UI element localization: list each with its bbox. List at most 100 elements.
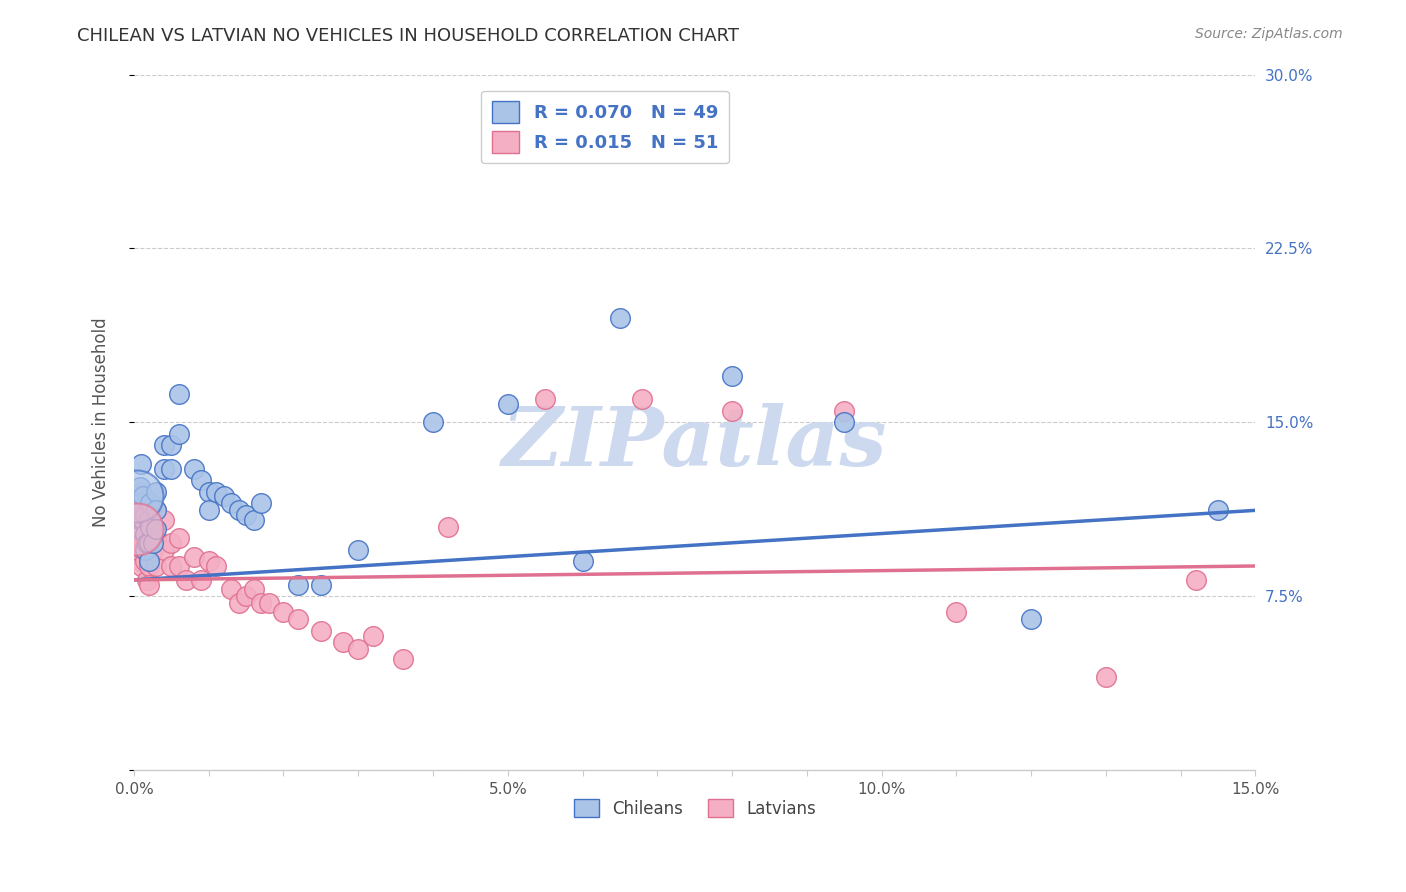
Point — [721, 368, 744, 383]
Point — [139, 519, 162, 533]
Point — [160, 461, 183, 475]
Point — [138, 554, 160, 568]
Point — [1184, 573, 1206, 587]
Point — [160, 559, 183, 574]
Point — [945, 605, 967, 619]
Point — [197, 484, 219, 499]
Point — [138, 536, 160, 550]
Point — [131, 536, 153, 550]
Point — [609, 310, 631, 325]
Legend: Chileans, Latvians: Chileans, Latvians — [567, 793, 823, 824]
Point — [129, 554, 152, 568]
Y-axis label: No Vehicles in Household: No Vehicles in Household — [93, 318, 110, 527]
Point — [129, 522, 152, 536]
Point — [235, 589, 257, 603]
Point — [631, 392, 654, 406]
Point — [212, 490, 235, 504]
Point — [134, 542, 156, 557]
Point — [160, 536, 183, 550]
Point — [129, 480, 152, 494]
Point — [153, 438, 176, 452]
Point — [167, 559, 190, 574]
Point — [437, 519, 460, 533]
Point — [145, 503, 167, 517]
Point — [1095, 670, 1118, 684]
Point — [136, 536, 159, 550]
Point — [392, 651, 415, 665]
Point — [242, 582, 264, 597]
Point — [142, 542, 165, 557]
Text: Source: ZipAtlas.com: Source: ZipAtlas.com — [1195, 27, 1343, 41]
Point — [190, 573, 212, 587]
Point — [134, 526, 156, 541]
Point — [129, 503, 152, 517]
Point — [145, 531, 167, 545]
Point — [361, 628, 384, 642]
Point — [190, 473, 212, 487]
Point — [183, 549, 205, 564]
Point — [273, 605, 295, 619]
Point — [235, 508, 257, 522]
Point — [287, 612, 309, 626]
Point — [197, 554, 219, 568]
Point — [142, 536, 165, 550]
Point — [228, 503, 250, 517]
Point — [131, 513, 153, 527]
Point — [174, 573, 197, 587]
Point — [134, 508, 156, 522]
Point — [205, 559, 228, 574]
Point — [721, 403, 744, 417]
Point — [219, 496, 242, 510]
Text: ZIPatlas: ZIPatlas — [502, 403, 887, 483]
Point — [250, 496, 273, 510]
Point — [309, 577, 332, 591]
Point — [145, 559, 167, 574]
Point — [250, 596, 273, 610]
Point — [228, 596, 250, 610]
Point — [571, 554, 593, 568]
Point — [139, 519, 162, 533]
Point — [132, 490, 155, 504]
Point — [496, 397, 519, 411]
Point — [153, 513, 176, 527]
Point — [139, 496, 162, 510]
Point — [131, 457, 153, 471]
Point — [131, 484, 153, 499]
Point — [132, 513, 155, 527]
Point — [183, 461, 205, 475]
Point — [153, 461, 176, 475]
Point — [134, 531, 156, 545]
Point — [138, 559, 160, 574]
Point — [125, 522, 148, 536]
Point — [534, 392, 557, 406]
Point — [131, 559, 153, 574]
Point — [131, 513, 153, 527]
Point — [138, 536, 160, 550]
Point — [145, 503, 167, 517]
Point — [1206, 503, 1229, 517]
Point — [145, 484, 167, 499]
Point — [129, 508, 152, 522]
Point — [347, 642, 370, 657]
Point — [153, 542, 176, 557]
Point — [160, 438, 183, 452]
Point — [167, 531, 190, 545]
Point — [129, 536, 152, 550]
Text: CHILEAN VS LATVIAN NO VEHICLES IN HOUSEHOLD CORRELATION CHART: CHILEAN VS LATVIAN NO VEHICLES IN HOUSEH… — [77, 27, 740, 45]
Point — [1019, 612, 1042, 626]
Point — [832, 403, 855, 417]
Point — [167, 426, 190, 441]
Point — [347, 542, 370, 557]
Point — [257, 596, 280, 610]
Point — [309, 624, 332, 638]
Point — [138, 577, 160, 591]
Point — [136, 573, 159, 587]
Point — [125, 490, 148, 504]
Point — [422, 415, 444, 429]
Point — [131, 496, 153, 510]
Point — [138, 513, 160, 527]
Point — [134, 554, 156, 568]
Point — [219, 582, 242, 597]
Point — [167, 387, 190, 401]
Point — [197, 503, 219, 517]
